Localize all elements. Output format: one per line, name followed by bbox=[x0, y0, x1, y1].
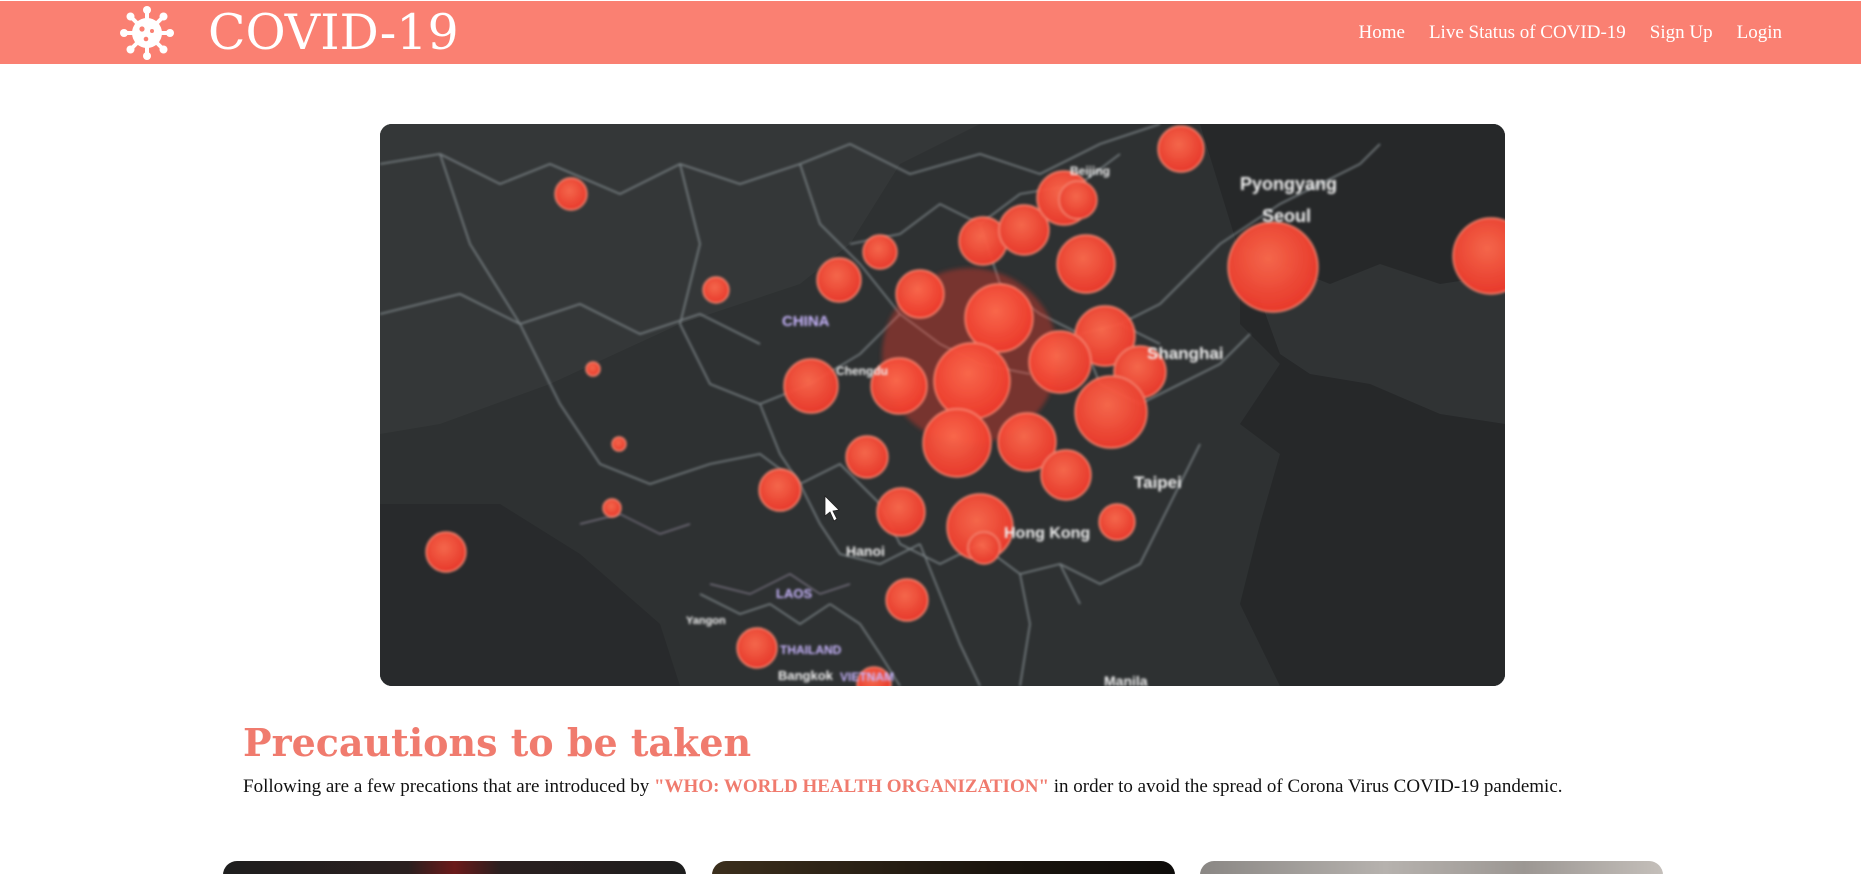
covid-map: CHINA Pyongyang Seoul Shanghai Taipei Ho… bbox=[380, 124, 1505, 686]
precaution-card-3[interactable] bbox=[1200, 861, 1663, 874]
map-label-yangon: Yangon bbox=[686, 615, 726, 627]
precaution-card-1[interactable] bbox=[223, 861, 686, 874]
map-label-manila: Manila bbox=[1104, 673, 1148, 686]
precautions-text-before: Following are a few precations that are … bbox=[243, 776, 654, 797]
navbar: COVID-19 Home Live Status of COVID-19 Si… bbox=[0, 1, 1861, 64]
map-label-beijing: Beijing bbox=[1070, 164, 1110, 178]
precautions-title: Precautions to be taken bbox=[243, 720, 752, 765]
virus-icon bbox=[120, 5, 174, 60]
map-label-pyongyang: Pyongyang bbox=[1240, 174, 1337, 194]
who-highlight: "WHO: WORLD HEALTH ORGANIZATION" bbox=[654, 776, 1050, 797]
map-label-shanghai: Shanghai bbox=[1147, 344, 1224, 363]
cursor-icon bbox=[824, 495, 840, 522]
nav-links: Home Live Status of COVID-19 Sign Up Log… bbox=[1359, 1, 1783, 64]
map-label-hanoi: Hanoi bbox=[846, 543, 885, 559]
precautions-description: Following are a few precations that are … bbox=[243, 776, 1683, 798]
map-label-hongkong: Hong Kong bbox=[1004, 525, 1090, 542]
map-label-vietnam: VIETNAM bbox=[840, 670, 894, 684]
map-label-bangkok: Bangkok bbox=[778, 668, 834, 683]
nav-live-status[interactable]: Live Status of COVID-19 bbox=[1428, 21, 1626, 43]
map-label-seoul: Seoul bbox=[1262, 206, 1311, 226]
nav-login[interactable]: Login bbox=[1736, 21, 1782, 43]
map-label-china: CHINA bbox=[782, 313, 830, 330]
nav-home[interactable]: Home bbox=[1358, 21, 1405, 43]
nav-sign-up[interactable]: Sign Up bbox=[1649, 21, 1713, 43]
map-label-chengdu: Chengdu bbox=[836, 364, 888, 378]
hero-map-image: CHINA Pyongyang Seoul Shanghai Taipei Ho… bbox=[380, 124, 1505, 686]
map-label-taipei: Taipei bbox=[1134, 473, 1182, 492]
map-label-thailand: THAILAND bbox=[780, 643, 842, 657]
map-label-laos: LAOS bbox=[776, 586, 812, 601]
brand[interactable]: COVID-19 bbox=[120, 1, 459, 64]
precautions-text-after: in order to avoid the spread of Corona V… bbox=[1049, 776, 1563, 797]
precaution-card-2[interactable] bbox=[712, 861, 1175, 874]
brand-title: COVID-19 bbox=[208, 4, 459, 61]
